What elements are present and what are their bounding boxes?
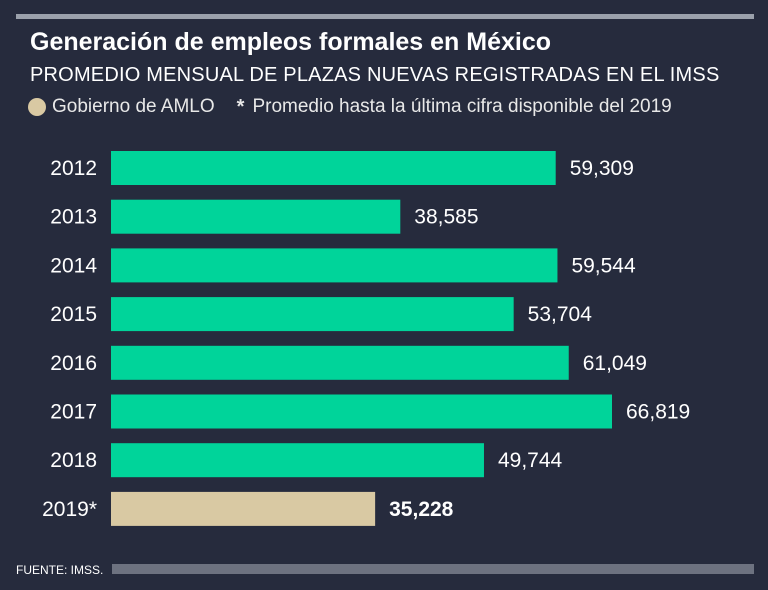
chart-title: Generación de empleos formales en México <box>30 28 552 56</box>
value-label: 35,228 <box>389 498 454 521</box>
bar-2012 <box>111 151 556 185</box>
value-label: 38,585 <box>414 206 478 229</box>
legend-amlo-swatch <box>28 98 46 116</box>
category-label: 2015 <box>50 303 97 326</box>
value-label: 59,544 <box>571 254 636 277</box>
legend-asterisk: * <box>236 95 245 118</box>
category-label: 2013 <box>50 206 97 229</box>
top-rule <box>16 14 754 19</box>
bar-2019 <box>111 491 376 526</box>
category-label: 2018 <box>50 449 97 472</box>
bar-2015 <box>111 297 514 332</box>
value-label: 59,309 <box>570 157 634 180</box>
bar-2013 <box>111 199 401 234</box>
chart-subtitle: PROMEDIO MENSUAL DE PLAZAS NUEVAS REGIST… <box>30 64 720 86</box>
bar-2016 <box>111 345 569 380</box>
value-label: 49,744 <box>498 449 563 472</box>
legend-note-label: Promedio hasta la última cifra disponibl… <box>252 96 672 117</box>
category-label: 2016 <box>50 352 97 375</box>
bar-2017 <box>111 394 612 429</box>
bottom-rule <box>112 564 754 574</box>
value-label: 66,819 <box>626 401 690 424</box>
category-label: 2019* <box>42 498 97 521</box>
legend-amlo-label: Gobierno de AMLO <box>52 96 215 117</box>
legend: Gobierno de AMLO * Promedio hasta la últ… <box>28 95 672 119</box>
bar-2018 <box>111 443 484 478</box>
category-label: 2017 <box>50 401 97 424</box>
value-label: 61,049 <box>583 352 647 375</box>
category-label: 2014 <box>50 254 97 277</box>
source-note: FUENTE: IMSS. <box>16 564 108 576</box>
bar-2014 <box>111 248 558 283</box>
category-label: 2012 <box>50 157 97 180</box>
value-label: 53,704 <box>528 303 593 326</box>
